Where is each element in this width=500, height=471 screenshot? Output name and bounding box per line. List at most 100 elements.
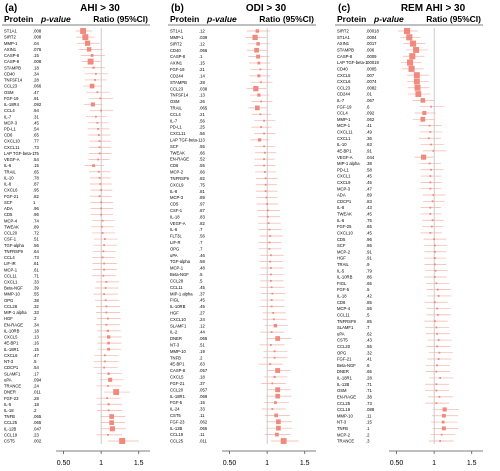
p-value: .66 [199, 150, 205, 155]
ratio-marker [430, 143, 433, 146]
p-value: .011 [199, 439, 208, 444]
protein-name: FGF-23 [170, 419, 185, 424]
p-value: .42 [366, 294, 372, 299]
protein-name: CCL11 [4, 273, 17, 278]
ratio-marker [104, 299, 107, 302]
table-row: IL-12B .71 [337, 382, 450, 387]
protein-name: SCF [337, 243, 346, 248]
p-value: .54 [33, 157, 39, 162]
table-row: CCL20 .057 [170, 387, 291, 392]
table-row: IL-5 .79 [337, 268, 448, 273]
table-row: CXCL6 .47 [4, 353, 119, 358]
p-value: .48 [199, 266, 205, 271]
protein-name: IL-7 [170, 118, 178, 123]
ratio-marker [436, 364, 439, 367]
table-row: uPA .62 [337, 331, 450, 336]
p-value: .19 [199, 349, 205, 354]
protein-name: CST5 [170, 413, 181, 418]
protein-name: TNFB [4, 414, 15, 419]
protein-name: CCL19 [337, 407, 351, 412]
table-row: CASP-8 .1 [170, 54, 270, 59]
p-value: .5 [199, 272, 203, 277]
p-value: .18 [199, 375, 205, 380]
ratio-marker [429, 131, 432, 133]
table-row: SIRT2 .00018 [337, 27, 418, 35]
table-row: ADA .89 [337, 193, 446, 198]
ratio-marker [102, 274, 105, 277]
ratio-marker [431, 219, 434, 222]
ratio-marker [442, 413, 446, 418]
ratio-marker [414, 84, 421, 91]
p-value: .0017 [366, 41, 377, 46]
p-value: .73 [33, 145, 39, 150]
p-value: .73 [33, 255, 39, 260]
p-value: .83 [199, 214, 205, 219]
protein-name: ST1A1 [4, 29, 17, 34]
table-row: MIP-1 alpha .38 [337, 161, 441, 166]
table-row: OSM .26 [170, 99, 273, 104]
p-value: .91 [366, 148, 372, 153]
protein-name: CCL20 [170, 387, 184, 392]
ratio-marker [413, 72, 420, 79]
table-row: LIF-R .7 [170, 240, 282, 245]
table-row: IL-5 .18 [4, 402, 123, 407]
p-value: .12 [199, 29, 205, 34]
ratio-marker [433, 301, 436, 304]
ratio-marker [275, 393, 280, 399]
ratio-marker [268, 247, 271, 250]
protein-name: CCL25 [4, 420, 18, 425]
protein-name: CCL23 [4, 84, 18, 89]
ratio-marker [437, 339, 440, 341]
ratio-marker [275, 432, 279, 437]
ratio-marker [100, 207, 103, 210]
table-row: IL-6 .15 [4, 163, 105, 168]
ratio-marker [90, 54, 94, 57]
table-row: MCP-2 .66 [170, 170, 277, 175]
p-value: .47 [33, 353, 39, 358]
x-tick-label: 1.5 [134, 460, 144, 467]
protein-name: MMP-1 [337, 117, 351, 122]
p-value: .36 [366, 136, 372, 141]
table-row: IL-24 .33 [170, 407, 286, 412]
table-row: TNFSF14 .13 [170, 93, 270, 98]
ratio-marker [103, 238, 106, 240]
protein-name: TNFB [170, 355, 181, 360]
protein-name: SLAMF1 [337, 325, 354, 330]
p-value: .076 [33, 47, 42, 52]
column-header-protein: Protein [170, 14, 199, 24]
ratio-marker [438, 395, 441, 398]
p-value: .6 [366, 104, 370, 109]
ratio-marker [441, 426, 446, 431]
ratio-marker [268, 241, 271, 244]
table-row: TNFSF14 .28 [4, 78, 108, 83]
ratio-marker [420, 116, 426, 122]
table-row: MCP-4 .55 [337, 306, 451, 311]
p-value: .45 [366, 230, 372, 235]
table-row: TNFRSF9 .64 [4, 249, 117, 254]
table-row: ST1A1 .12 [170, 29, 271, 34]
table-row: IL-18 .2 [4, 408, 123, 413]
p-value: .55 [33, 292, 39, 297]
p-value: .45 [366, 174, 372, 179]
protein-name: PD-L1 [337, 167, 350, 172]
table-row: CXCL6 .0074 [337, 78, 429, 85]
ratio-marker [271, 292, 274, 295]
protein-name: CDCP1 [337, 199, 352, 204]
ratio-marker [103, 360, 106, 363]
table-row: 4E-BP1 .16 [4, 341, 122, 346]
table-row: DNER .011 [4, 389, 130, 395]
ratio-marker [271, 408, 274, 410]
protein-name: MCP-4 [4, 218, 18, 223]
table-row: CXCL11 .56 [170, 131, 276, 136]
ratio-marker [113, 389, 120, 395]
protein-name: CXCL11 [4, 145, 20, 150]
protein-name: CD244 [337, 92, 351, 97]
protein-name: CCL19 [4, 432, 18, 437]
ratio-marker [259, 113, 262, 116]
p-value: .83 [366, 199, 372, 204]
p-value: .65 [33, 133, 39, 138]
x-tick-label: 0.50 [57, 460, 71, 467]
p-value: .86 [366, 275, 372, 280]
table-row: HGF .91 [337, 256, 447, 261]
